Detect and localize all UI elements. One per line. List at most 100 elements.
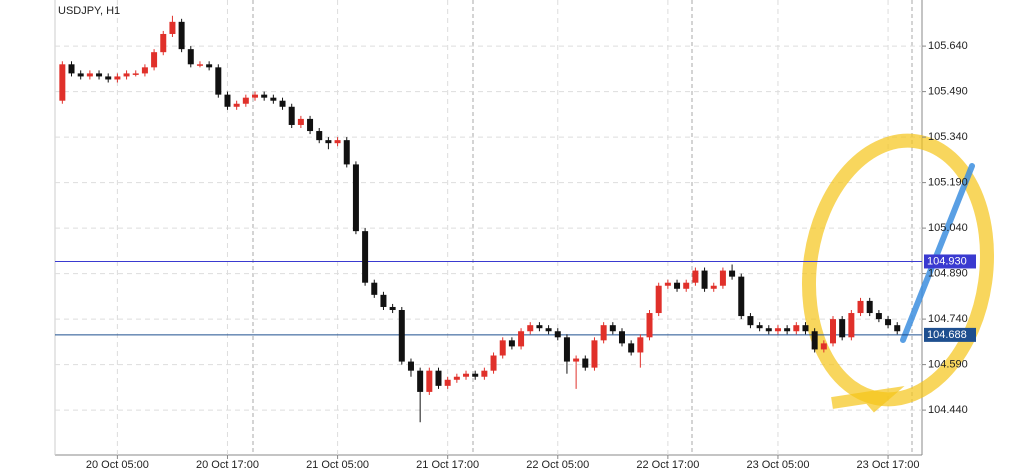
candle-body (554, 331, 561, 338)
candle-body (196, 64, 203, 66)
candle-body (573, 358, 580, 362)
candle-body (490, 355, 497, 371)
candle-body (563, 337, 570, 362)
candle-body (417, 370, 424, 392)
candle-body (343, 140, 350, 165)
candle-body (334, 140, 341, 144)
candle-body (756, 325, 763, 329)
candle-body (472, 373, 479, 377)
candle-body (894, 325, 901, 332)
candle-body (609, 325, 616, 332)
price-label: 104.930 (927, 255, 967, 267)
candle-body (747, 316, 754, 326)
candle-body (389, 306, 396, 311)
candle-body (371, 282, 378, 295)
candle-body (242, 97, 249, 104)
candle-body (224, 94, 231, 107)
candle-body (618, 331, 625, 344)
y-tick-label: 105.490 (928, 86, 968, 98)
candle-body (765, 328, 772, 332)
candle-body (848, 313, 855, 338)
x-tick-label: 20 Oct 17:00 (196, 459, 259, 471)
y-tick-label: 104.740 (928, 313, 968, 325)
price-label: 104.688 (927, 329, 967, 341)
candle-body (435, 370, 442, 386)
candle-body (866, 300, 873, 314)
candle-body (288, 106, 295, 125)
candle-body (141, 67, 148, 74)
candle-body (600, 325, 607, 341)
price-label-box (924, 254, 976, 269)
y-tick-label: 105.340 (928, 131, 968, 143)
candle-body (774, 328, 781, 332)
candle-body (811, 331, 818, 350)
day-separators (252, 0, 913, 455)
candle-body (637, 337, 644, 353)
candle-body (307, 118, 314, 132)
candle-body (398, 310, 405, 362)
candle-body (444, 379, 451, 386)
candle-body (77, 73, 84, 77)
candle-body (160, 33, 167, 53)
candle-body (178, 21, 185, 50)
plot (55, 0, 922, 455)
candle-body (875, 313, 882, 320)
candle-body (885, 319, 892, 326)
candle-body (297, 118, 304, 125)
candle-body (719, 270, 726, 286)
candle-body (316, 131, 323, 141)
candle-body (481, 370, 488, 377)
candle-body (261, 94, 268, 98)
price-label-box (924, 327, 976, 342)
candle-body (527, 325, 534, 332)
candle-body (352, 164, 359, 232)
candle-body (857, 300, 864, 314)
candle-body (628, 343, 635, 353)
candle-body (426, 370, 433, 392)
candle-body (105, 76, 112, 80)
y-tick-label: 105.040 (928, 222, 968, 234)
x-tick-label: 20 Oct 05:00 (86, 459, 149, 471)
candle-body (508, 340, 515, 347)
candle-body (655, 285, 662, 314)
candle-body (820, 343, 827, 350)
candle-body (96, 73, 103, 77)
candle-body (646, 313, 653, 338)
y-tick-label: 104.440 (928, 404, 968, 416)
candle-body (151, 52, 158, 68)
candle-body (187, 49, 194, 65)
candle-body (591, 340, 598, 368)
candle-body (233, 103, 240, 107)
candle-body (793, 325, 800, 332)
candle-body (784, 328, 791, 332)
candle-body (362, 231, 369, 283)
candle-body (407, 361, 414, 371)
x-tick-label: 23 Oct 05:00 (746, 459, 809, 471)
candle-body (518, 331, 525, 347)
candle-body (802, 325, 809, 332)
x-tick-label: 22 Oct 17:00 (636, 459, 699, 471)
chart-title: USDJPY, H1 (58, 5, 120, 17)
candle-body (270, 97, 277, 101)
candle-body (738, 276, 745, 317)
highlight-tail (831, 385, 905, 413)
annotations (801, 133, 995, 413)
candle-body (692, 270, 699, 283)
candle-body (279, 100, 286, 107)
candle-body (536, 325, 543, 329)
y-tick-label: 104.590 (928, 359, 968, 371)
candle-body (86, 73, 93, 77)
candle-body (710, 285, 717, 289)
candle-body (664, 282, 671, 286)
x-tick-label: 21 Oct 05:00 (306, 459, 369, 471)
x-tick-label: 21 Oct 17:00 (416, 459, 479, 471)
candle-body (830, 319, 837, 344)
candle-body (545, 328, 552, 332)
x-tick-label: 22 Oct 05:00 (526, 459, 589, 471)
x-tick-label: 23 Oct 17:00 (857, 459, 920, 471)
candle-body (582, 358, 589, 368)
trend-arrow (900, 163, 975, 343)
candle-body (132, 73, 139, 75)
candle-body (839, 319, 846, 338)
